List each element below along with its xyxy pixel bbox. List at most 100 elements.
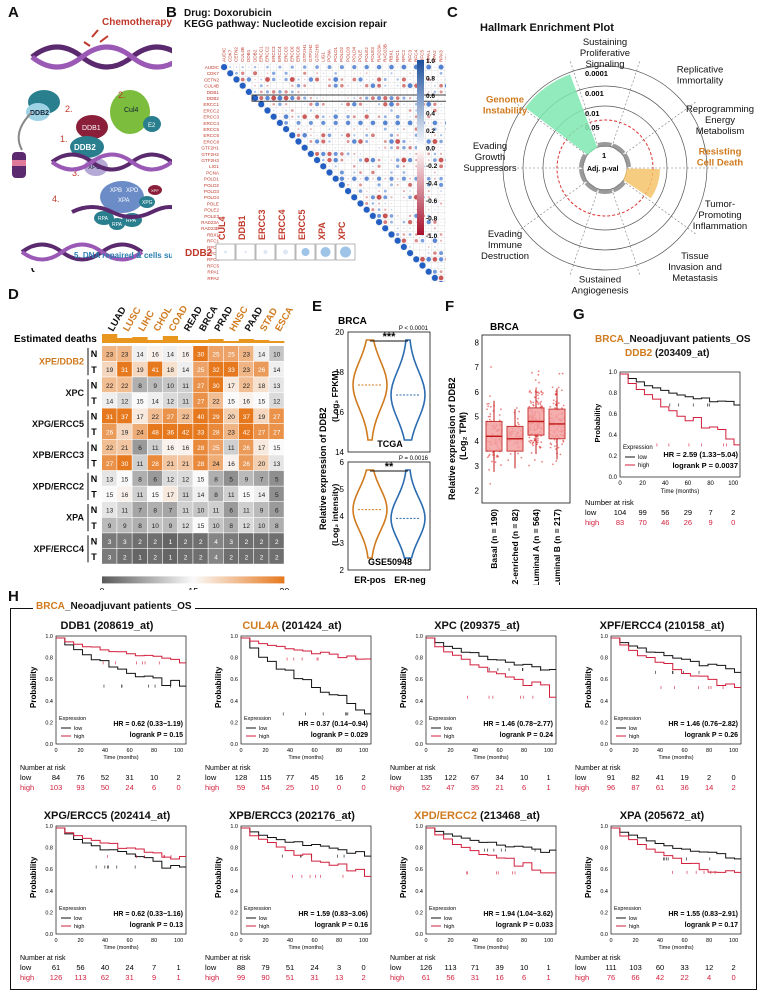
colorbar-tick: 0.8 bbox=[426, 76, 435, 83]
colorbar-tick: -0.8 bbox=[426, 216, 438, 223]
correlation-dot bbox=[277, 95, 283, 101]
correlation-dot bbox=[432, 238, 438, 244]
pcna-ubiquitin-stack bbox=[12, 152, 26, 178]
km-risk-low: 113 bbox=[445, 963, 457, 972]
correlation-dot bbox=[340, 78, 344, 81]
correlation-dot bbox=[377, 164, 381, 168]
row-label-ercc1: ERCC1 bbox=[203, 102, 219, 107]
violin-shape bbox=[390, 339, 426, 441]
correlation-dot bbox=[341, 72, 343, 74]
correlation-dot bbox=[428, 171, 430, 174]
km-legend-title: Expression bbox=[59, 906, 86, 912]
correlation-dot bbox=[426, 139, 431, 144]
km-risk-title: Number at risk bbox=[20, 765, 66, 772]
f-point bbox=[491, 460, 493, 463]
heat-value: 41 bbox=[152, 367, 160, 374]
heat-cell bbox=[147, 424, 163, 439]
correlation-dot bbox=[365, 72, 368, 75]
correlation-dot bbox=[338, 181, 345, 188]
heat-cell bbox=[238, 392, 254, 408]
km-risk-low-label: low bbox=[575, 963, 587, 972]
heat-value: 8 bbox=[229, 523, 233, 530]
km-risk-low-label: low bbox=[20, 963, 32, 972]
correlation-dot bbox=[396, 84, 399, 87]
correlation-dot bbox=[328, 97, 331, 99]
correlation-dot bbox=[297, 109, 300, 112]
correlation-dot bbox=[433, 152, 437, 156]
km-risk-high-label: high bbox=[205, 973, 219, 982]
row-label-rfc2: RFC2 bbox=[207, 245, 219, 250]
correlation-dot bbox=[371, 202, 375, 205]
correlation-dot bbox=[427, 252, 430, 255]
correlation-dot bbox=[359, 91, 362, 93]
km-panel-xpf-ercc4: XPF/ERCC4 (210158_at) 0.0 0.2 0.4 0.6 0.8 1.0 0… bbox=[573, 620, 751, 803]
correlation-dot bbox=[353, 159, 356, 161]
correlation-dot bbox=[396, 78, 399, 81]
km-hr: HR = 1.46 (0.76−2.82) bbox=[668, 721, 738, 728]
heat-value: 6 bbox=[153, 476, 157, 483]
matrix-cell bbox=[444, 225, 446, 232]
matrix-cell bbox=[444, 175, 446, 182]
correlation-dot bbox=[439, 152, 443, 156]
correlation-dot bbox=[259, 90, 263, 94]
g-title: BRCA_Neoadjuvant patients_OS bbox=[595, 334, 751, 345]
heat-cell bbox=[162, 424, 178, 439]
heat-value: 30 bbox=[121, 461, 129, 468]
heat-value: 42 bbox=[182, 430, 190, 437]
heat-cell bbox=[238, 533, 254, 549]
km-risk-high: 6 bbox=[522, 783, 526, 792]
correlation-dot bbox=[335, 147, 337, 149]
step-2a: 2. bbox=[65, 104, 73, 114]
correlation-dot bbox=[358, 183, 363, 187]
ddb2-dot bbox=[301, 248, 310, 256]
correlation-dot bbox=[297, 128, 300, 131]
heat-value: 3 bbox=[123, 539, 127, 546]
heat-value: 11 bbox=[152, 445, 159, 452]
f-group-label: Luminal B (n = 217) bbox=[552, 509, 562, 585]
heat-cell bbox=[147, 377, 163, 393]
km-xlabel: Time (months) bbox=[288, 755, 323, 761]
heat-value: 32 bbox=[212, 367, 220, 374]
f-point bbox=[532, 404, 535, 407]
correlation-dot bbox=[358, 102, 363, 106]
heat-cell bbox=[269, 548, 284, 564]
correlation-dot bbox=[397, 196, 399, 198]
correlation-dot bbox=[322, 109, 324, 112]
correlation-dot bbox=[307, 150, 314, 157]
correlation-dot bbox=[434, 215, 436, 217]
row-label-pold2: POLD2 bbox=[204, 183, 220, 188]
correlation-dot bbox=[390, 190, 393, 192]
km-risk-high: 36 bbox=[680, 783, 688, 792]
g-plot-frame bbox=[619, 371, 741, 478]
km-risk-high: 31 bbox=[471, 973, 479, 982]
km-panel-title: CUL4A (201424_at) bbox=[242, 620, 342, 632]
correlation-dot bbox=[382, 213, 388, 219]
correlation-dot bbox=[297, 66, 300, 68]
correlation-dot bbox=[433, 251, 437, 255]
heat-value: 11 bbox=[182, 383, 189, 390]
heat-cell bbox=[147, 408, 163, 424]
correlation-dot bbox=[395, 102, 400, 107]
correlation-dot bbox=[403, 122, 405, 124]
correlation-dot bbox=[396, 215, 399, 217]
km-risk-high-label: high bbox=[575, 783, 589, 792]
correlation-dot bbox=[384, 202, 387, 205]
km-risk-low: 71 bbox=[471, 963, 479, 972]
f-point bbox=[538, 381, 540, 384]
heat-value: 42 bbox=[243, 430, 251, 437]
km-xtick: 0 bbox=[609, 938, 612, 944]
correlation-dot bbox=[390, 171, 393, 174]
f-point bbox=[530, 392, 533, 394]
correlation-dot bbox=[400, 243, 407, 250]
km-ytick: 0.4 bbox=[230, 699, 238, 705]
correlation-dot bbox=[445, 257, 446, 261]
km-ytick: 0.2 bbox=[230, 910, 238, 916]
correlation-dot bbox=[352, 139, 357, 144]
colorbar-tick: 0.2 bbox=[426, 128, 435, 135]
km-xtick: 40 bbox=[102, 938, 108, 944]
km-risk-title: Number at risk bbox=[390, 955, 436, 962]
correlation-dot bbox=[347, 177, 349, 180]
km-ytick: 0.2 bbox=[230, 720, 238, 726]
f-point bbox=[533, 439, 536, 442]
